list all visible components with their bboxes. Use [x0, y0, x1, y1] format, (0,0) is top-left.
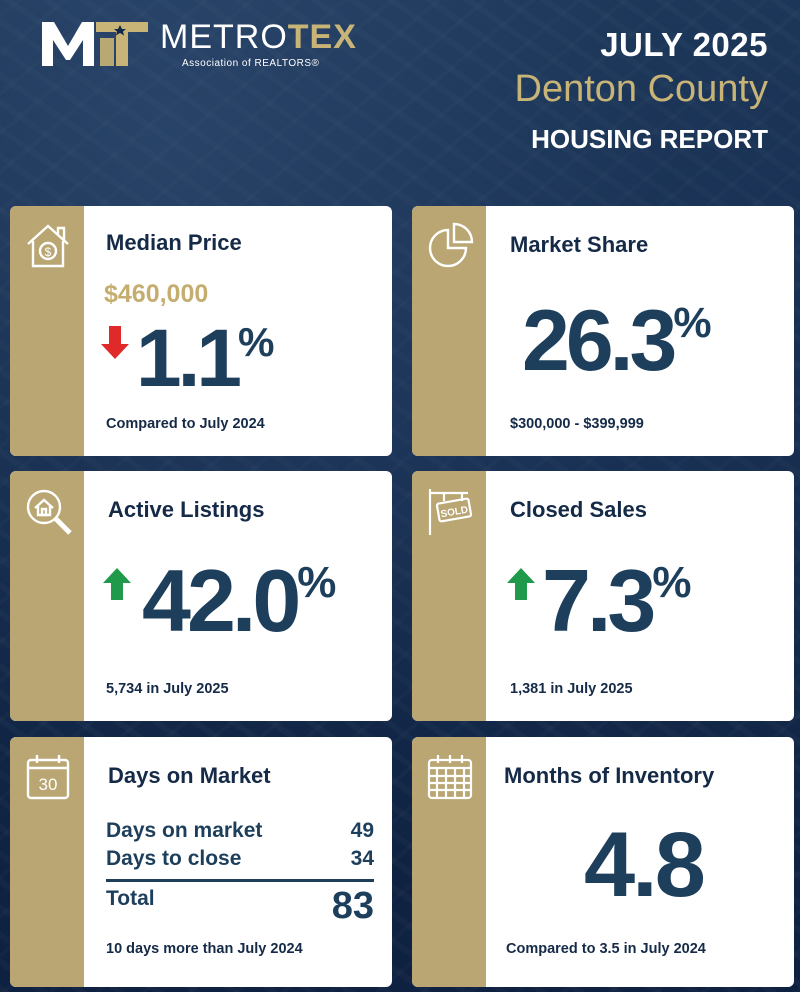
- calendar-grid-icon: [427, 755, 473, 800]
- months-inventory-title: Months of Inventory: [504, 763, 715, 788]
- magnifier-house-icon: [26, 489, 72, 535]
- total-divider: [106, 879, 374, 882]
- active-listings-title: Active Listings: [108, 497, 265, 522]
- card-strip: [10, 737, 84, 987]
- metrotex-logo-mark: [42, 22, 148, 66]
- logo-subtitle: Association of REALTORS®: [182, 58, 320, 69]
- logo-wordmark: METROTEX: [160, 18, 357, 57]
- sold-sign-icon: SOLD: [428, 489, 473, 535]
- median-price-value: $460,000: [104, 280, 209, 308]
- closed-sales-change-number: 7.3: [542, 551, 656, 650]
- closed-sales-title: Closed Sales: [510, 497, 647, 522]
- months-inventory-comparison: Compared to 3.5 in July 2024: [506, 941, 706, 957]
- median-price-change: 1.1%: [136, 318, 274, 400]
- house-dollar-icon: $: [27, 224, 69, 268]
- percent-sign: %: [652, 558, 692, 608]
- median-price-card: $ Median Price $460,000 1.1% Compared to…: [10, 206, 392, 456]
- closed-sales-count: 1,381 in July 2025: [510, 681, 633, 697]
- svg-text:$: $: [45, 245, 52, 259]
- market-share-title: Market Share: [510, 232, 649, 257]
- card-strip: [10, 206, 84, 456]
- calendar-30-icon: 30: [26, 755, 70, 800]
- months-inventory-card: Months of Inventory 4.8 Compared to 3.5 …: [412, 737, 794, 987]
- svg-text:SOLD: SOLD: [440, 505, 469, 521]
- dom-row-label: Days to close: [106, 847, 242, 870]
- median-price-change-number: 1.1: [136, 313, 242, 404]
- down-arrow-icon: [101, 326, 129, 359]
- up-arrow-icon: [103, 568, 131, 600]
- active-listings-count: 5,734 in July 2025: [106, 681, 229, 697]
- dom-row-days-on-market: Days on market 49: [106, 819, 374, 843]
- county-name: Denton County: [514, 68, 769, 110]
- median-price-title: Median Price: [106, 230, 242, 255]
- days-on-market-comparison: 10 days more than July 2024: [106, 941, 303, 957]
- report-title: HOUSING REPORT: [531, 124, 768, 154]
- market-share-number: 26.3: [522, 293, 677, 389]
- active-listings-change-number: 42.0: [142, 551, 301, 650]
- dom-row-days-to-close: Days to close 34: [106, 847, 374, 871]
- report-date: JULY 2025: [600, 26, 768, 63]
- market-share-price-range: $300,000 - $399,999: [510, 416, 644, 432]
- active-listings-change: 42.0%: [142, 557, 336, 645]
- days-on-market-title: Days on Market: [108, 763, 271, 788]
- percent-sign: %: [297, 558, 337, 608]
- median-price-comparison: Compared to July 2024: [106, 416, 265, 432]
- dom-total-value: 83: [331, 885, 374, 927]
- percent-sign: %: [238, 319, 275, 366]
- logo-tex-text: TEX: [287, 18, 357, 56]
- closed-sales-card: SOLD Closed Sales 7.3% 1,381 in July 202…: [412, 471, 794, 721]
- active-listings-card: Active Listings 42.0% 5,734 in July 2025: [10, 471, 392, 721]
- closed-sales-change: 7.3%: [542, 557, 691, 645]
- dom-row-value: 49: [350, 819, 374, 842]
- market-share-value: 26.3%: [522, 298, 712, 384]
- card-strip: [412, 737, 486, 987]
- calendar-day-number: 30: [39, 775, 58, 794]
- months-inventory-value: 4.8: [584, 814, 706, 916]
- market-share-card: Market Share 26.3% $300,000 - $399,999: [412, 206, 794, 456]
- metrotex-logo: METROTEX Association of REALTORS®: [40, 16, 380, 72]
- pie-chart-icon: [428, 222, 474, 268]
- days-on-market-card: 30 Days on Market Days on market 49 Days…: [10, 737, 392, 987]
- dom-total-label: Total: [106, 887, 155, 910]
- up-arrow-icon: [507, 568, 535, 600]
- logo-metro-text: METRO: [160, 18, 288, 56]
- card-strip: [412, 471, 486, 721]
- percent-sign: %: [673, 299, 712, 348]
- dom-row-label: Days on market: [106, 819, 263, 842]
- dom-row-value: 34: [350, 847, 374, 870]
